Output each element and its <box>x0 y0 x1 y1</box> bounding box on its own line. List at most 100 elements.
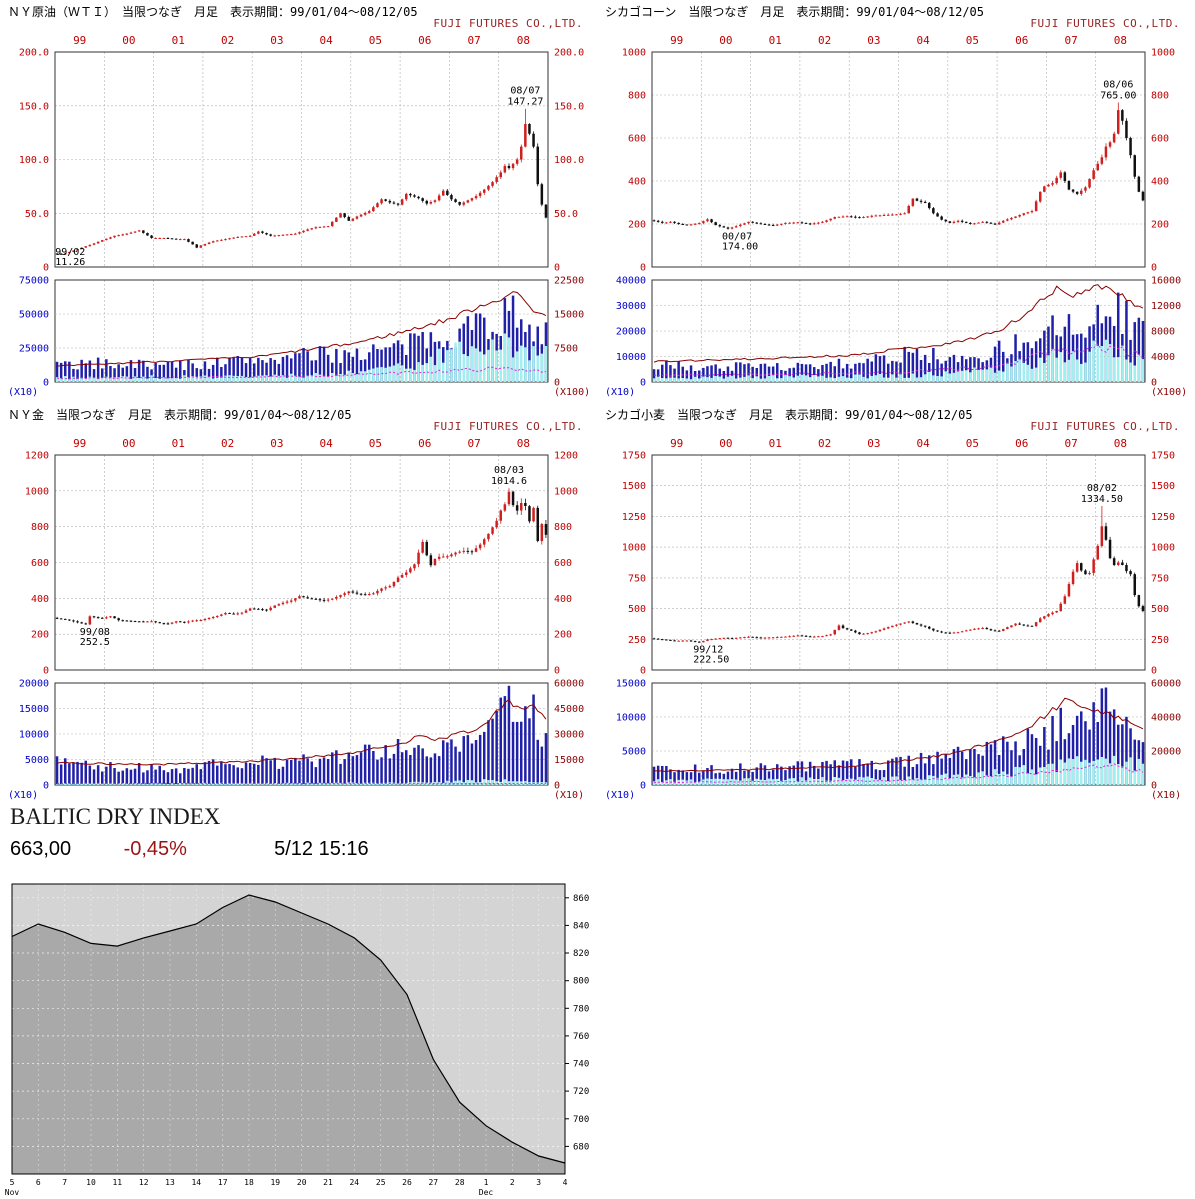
year-label: 06 <box>418 34 431 47</box>
baltic-x-tick: 3 <box>536 1178 541 1187</box>
year-label: 03 <box>867 34 880 47</box>
peak-value-annotation: 765.00 <box>1100 91 1136 102</box>
price-tick-right: 200 <box>1151 220 1169 231</box>
price-tick-right: 1000 <box>554 486 578 497</box>
peak-date-annotation: 08/07 <box>510 86 540 97</box>
price-tick-right: 1250 <box>1151 512 1175 523</box>
low-value-annotation: 222.50 <box>693 655 729 666</box>
price-tick-right: 1000 <box>1151 48 1175 59</box>
year-label: 06 <box>1015 34 1028 47</box>
volume-tick-left: 15000 <box>616 679 646 690</box>
price-tick-left: 100.0 <box>19 155 49 166</box>
price-tick-left: 400 <box>628 177 646 188</box>
magenta-indicator-line <box>654 763 1144 784</box>
baltic-x-tick: 26 <box>402 1178 412 1187</box>
baltic-x-tick: 2 <box>510 1178 515 1187</box>
peak-date-annotation: 08/02 <box>1087 483 1117 494</box>
year-label: 07 <box>467 437 480 450</box>
year-label: 99 <box>670 34 683 47</box>
baltic-quote-row: 663,00 -0,45% 5/12 15:16 <box>10 838 369 861</box>
year-label: 05 <box>369 437 382 450</box>
baltic-x-tick: 13 <box>165 1178 175 1187</box>
chart-title: ＮＹ原油（ＷＴＩ） 当限つなぎ 月足 表示期間：99/01/04～08/12/0… <box>8 5 418 19</box>
price-tick-left: 400 <box>31 594 49 605</box>
price-tick-right: 0 <box>554 666 560 677</box>
baltic-y-tick: 680 <box>573 1142 589 1152</box>
year-label: 07 <box>1064 34 1077 47</box>
baltic-title: BALTIC DRY INDEX <box>10 804 221 829</box>
price-tick-left: 250 <box>628 635 646 646</box>
low-value-annotation: 174.00 <box>722 242 758 253</box>
baltic-x-tick: 4 <box>563 1178 568 1187</box>
volume-tick-left: 50000 <box>19 310 49 321</box>
year-label: 08 <box>1114 437 1127 450</box>
right-axis-unit: (X100) <box>554 387 590 398</box>
year-label: 02 <box>818 437 831 450</box>
price-tick-left: 1200 <box>25 451 49 462</box>
price-tick-left: 800 <box>628 91 646 102</box>
price-tick-left: 0 <box>43 263 49 274</box>
year-label: 00 <box>719 34 732 47</box>
year-label: 00 <box>719 437 732 450</box>
year-label: 08 <box>1114 34 1127 47</box>
year-label: 99 <box>73 437 86 450</box>
price-tick-left: 200.0 <box>19 48 49 59</box>
chart-panel-chicago-corn: シカゴコーン 当限つなぎ 月足 表示期間：99/01/04～08/12/05 F… <box>597 0 1194 400</box>
volume-tick-left: 20000 <box>616 327 646 338</box>
year-label: 00 <box>122 437 135 450</box>
volume-tick-right: 0 <box>1151 378 1157 389</box>
volume-tick-right: 0 <box>554 781 560 792</box>
year-label: 01 <box>172 34 185 47</box>
baltic-y-tick: 760 <box>573 1032 589 1042</box>
baltic-x-tick: 25 <box>376 1178 386 1187</box>
low-date-annotation: 00/07 <box>722 232 752 243</box>
volume-tick-left: 5000 <box>25 755 49 766</box>
year-label: 02 <box>221 437 234 450</box>
year-label: 07 <box>467 34 480 47</box>
baltic-x-tick: 18 <box>244 1178 254 1187</box>
baltic-y-tick: 820 <box>573 949 589 959</box>
volume-tick-left: 0 <box>640 781 646 792</box>
left-axis-unit: (X10) <box>605 790 635 801</box>
volume-tick-right: 60000 <box>1151 679 1181 690</box>
price-tick-right: 150.0 <box>554 101 584 112</box>
price-tick-left: 1750 <box>622 451 646 462</box>
year-label: 03 <box>270 34 283 47</box>
volume-tick-right: 0 <box>554 378 560 389</box>
baltic-x-tick: 10 <box>86 1178 96 1187</box>
baltic-x-tick: 28 <box>455 1178 465 1187</box>
year-label: 01 <box>172 437 185 450</box>
baltic-x-tick: 20 <box>297 1178 307 1187</box>
baltic-x-tick: 19 <box>270 1178 280 1187</box>
year-label: 02 <box>221 34 234 47</box>
volume-tick-right: 8000 <box>1151 327 1175 338</box>
price-tick-left: 0 <box>640 263 646 274</box>
year-label: 07 <box>1064 437 1077 450</box>
price-tick-left: 50.0 <box>25 209 49 220</box>
company-label: FUJI FUTURES CO.,LTD. <box>1030 17 1180 30</box>
price-tick-right: 200 <box>554 630 572 641</box>
price-tick-left: 1000 <box>622 48 646 59</box>
left-axis-unit: (X10) <box>605 387 635 398</box>
open-interest-line <box>57 291 547 367</box>
price-tick-right: 0 <box>1151 666 1157 677</box>
price-tick-right: 500 <box>1151 604 1169 615</box>
baltic-x-tick: 17 <box>218 1178 228 1187</box>
price-tick-left: 1500 <box>622 481 646 492</box>
left-axis-unit: (X10) <box>8 790 38 801</box>
price-tick-right: 400 <box>554 594 572 605</box>
right-axis-unit: (X10) <box>554 790 584 801</box>
volume-tick-left: 0 <box>43 378 49 389</box>
peak-value-annotation: 1014.6 <box>491 476 527 487</box>
volume-tick-right: 22500 <box>554 276 584 287</box>
volume-tick-left: 20000 <box>19 679 49 690</box>
open-interest-line <box>57 698 547 766</box>
company-label: FUJI FUTURES CO.,LTD. <box>1030 420 1180 433</box>
baltic-curve <box>11 894 566 1164</box>
baltic-y-tick: 860 <box>573 894 589 904</box>
volume-tick-right: 20000 <box>1151 747 1181 758</box>
